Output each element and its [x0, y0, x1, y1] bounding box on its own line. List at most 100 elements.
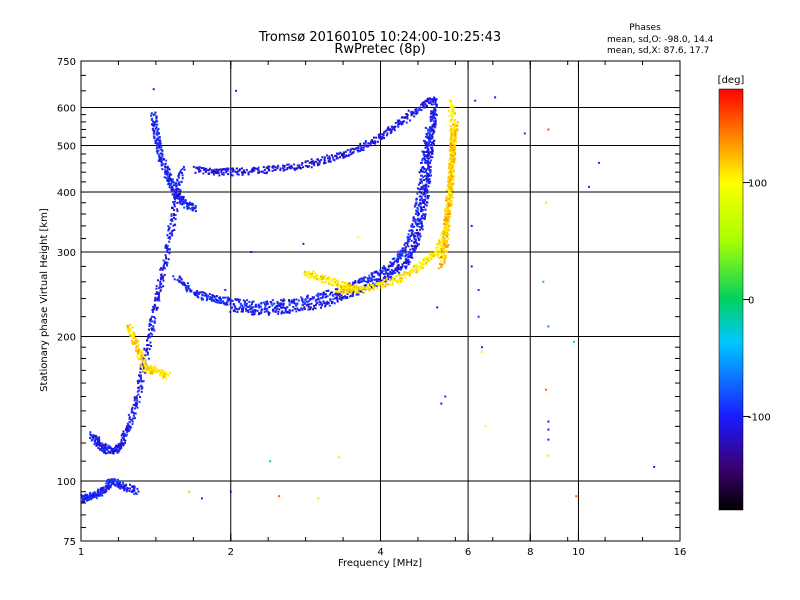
trace-dot: [159, 140, 162, 143]
trace-dot: [384, 269, 387, 272]
trace-dot: [295, 298, 298, 301]
trace-dot: [231, 306, 234, 309]
trace-dot: [395, 269, 398, 272]
trace-dot: [420, 103, 423, 106]
trace-dot: [421, 225, 424, 227]
trace-dot: [168, 226, 171, 229]
trace-dot: [154, 369, 157, 372]
trace-dot: [152, 367, 154, 370]
trace-dot: [424, 142, 427, 145]
trace-dot: [397, 280, 400, 283]
trace-dot: [191, 207, 194, 210]
trace-dot: [450, 173, 453, 176]
trace-dot: [280, 302, 283, 305]
y-axis-label: Stationary phase Virtual Height [km]: [39, 208, 50, 392]
trace-dot: [397, 266, 400, 269]
trace-dot: [133, 412, 136, 415]
trace-dot: [427, 175, 430, 177]
trace-dot: [175, 195, 177, 198]
trace-dot: [139, 396, 141, 398]
trace-dot: [196, 294, 199, 297]
trace-dot: [387, 268, 390, 271]
trace-dot: [402, 274, 405, 277]
trace-dot: [402, 272, 405, 275]
trace-dot: [434, 120, 437, 123]
trace-dot: [392, 271, 395, 274]
trace-dot: [244, 304, 247, 307]
trace-dot: [369, 142, 372, 145]
trace-dot: [97, 447, 100, 449]
trace-dot: [303, 270, 306, 273]
trace-dot: [406, 115, 408, 118]
trace-dot: [233, 169, 236, 172]
trace-dot: [414, 247, 417, 250]
trace-dot: [274, 306, 276, 309]
trace-dot: [209, 298, 211, 300]
trace-dot: [95, 435, 98, 438]
chart-title: Tromsø 20160105 10:24:00-10:25:43: [258, 30, 501, 45]
trace-dot: [424, 215, 427, 218]
trace-dot: [443, 261, 446, 264]
scatter-dot: [436, 306, 439, 309]
trace-dot: [443, 219, 446, 221]
trace-dot: [340, 294, 343, 297]
trace-dot: [136, 380, 139, 383]
trace-dot: [138, 374, 140, 377]
trace-dot: [449, 209, 452, 212]
trace-dot: [123, 439, 126, 441]
trace-dot: [412, 233, 415, 236]
trace-dot: [443, 259, 446, 262]
trace-dot: [277, 165, 280, 168]
scatter-dot: [598, 161, 600, 164]
trace-dot: [431, 142, 434, 145]
trace-dot: [242, 170, 245, 173]
trace-dot: [151, 117, 154, 120]
trace-dot: [271, 299, 274, 302]
trace-dot: [443, 242, 446, 245]
trace-dot: [423, 258, 426, 261]
trace-dot: [241, 310, 244, 313]
trace-dot: [430, 127, 433, 130]
trace-dot: [266, 171, 269, 174]
trace-dot: [126, 487, 129, 489]
trace-dot: [157, 279, 159, 282]
trace-dot: [179, 199, 181, 202]
trace-dot: [414, 212, 417, 215]
trace-dot: [451, 182, 454, 185]
trace-dot: [98, 441, 101, 444]
trace-dot: [107, 446, 110, 449]
trace-dot: [325, 302, 328, 305]
trace-dot: [175, 184, 178, 187]
trace-dot: [133, 417, 136, 420]
trace-dot: [98, 493, 101, 496]
trace-dot: [169, 183, 172, 185]
trace-dot: [327, 290, 330, 292]
trace-dot: [150, 365, 153, 368]
trace-dot: [420, 206, 423, 209]
trace-dot: [323, 159, 326, 162]
trace-dot: [441, 240, 444, 242]
trace-dot: [251, 313, 253, 316]
trace-dot: [129, 425, 132, 428]
trace-dot: [422, 213, 425, 216]
trace-dot: [357, 147, 360, 150]
trace-dot: [323, 293, 325, 296]
trace-dot: [350, 285, 353, 288]
trace-dot: [120, 441, 123, 443]
trace-dot: [167, 175, 170, 178]
trace-dot: [326, 278, 329, 281]
trace-dot: [265, 166, 268, 169]
trace-dot: [201, 293, 204, 296]
trace-dot: [158, 286, 161, 288]
trace-dot: [390, 264, 393, 267]
trace-dot: [91, 493, 94, 496]
trace-dot: [441, 245, 444, 248]
trace-dot: [151, 372, 154, 375]
trace-dot: [213, 295, 216, 298]
trace-dot: [173, 181, 176, 184]
trace-dot: [166, 234, 169, 237]
trace-dot: [425, 187, 428, 190]
trace-dot: [411, 223, 414, 226]
trace-dot: [304, 274, 307, 277]
